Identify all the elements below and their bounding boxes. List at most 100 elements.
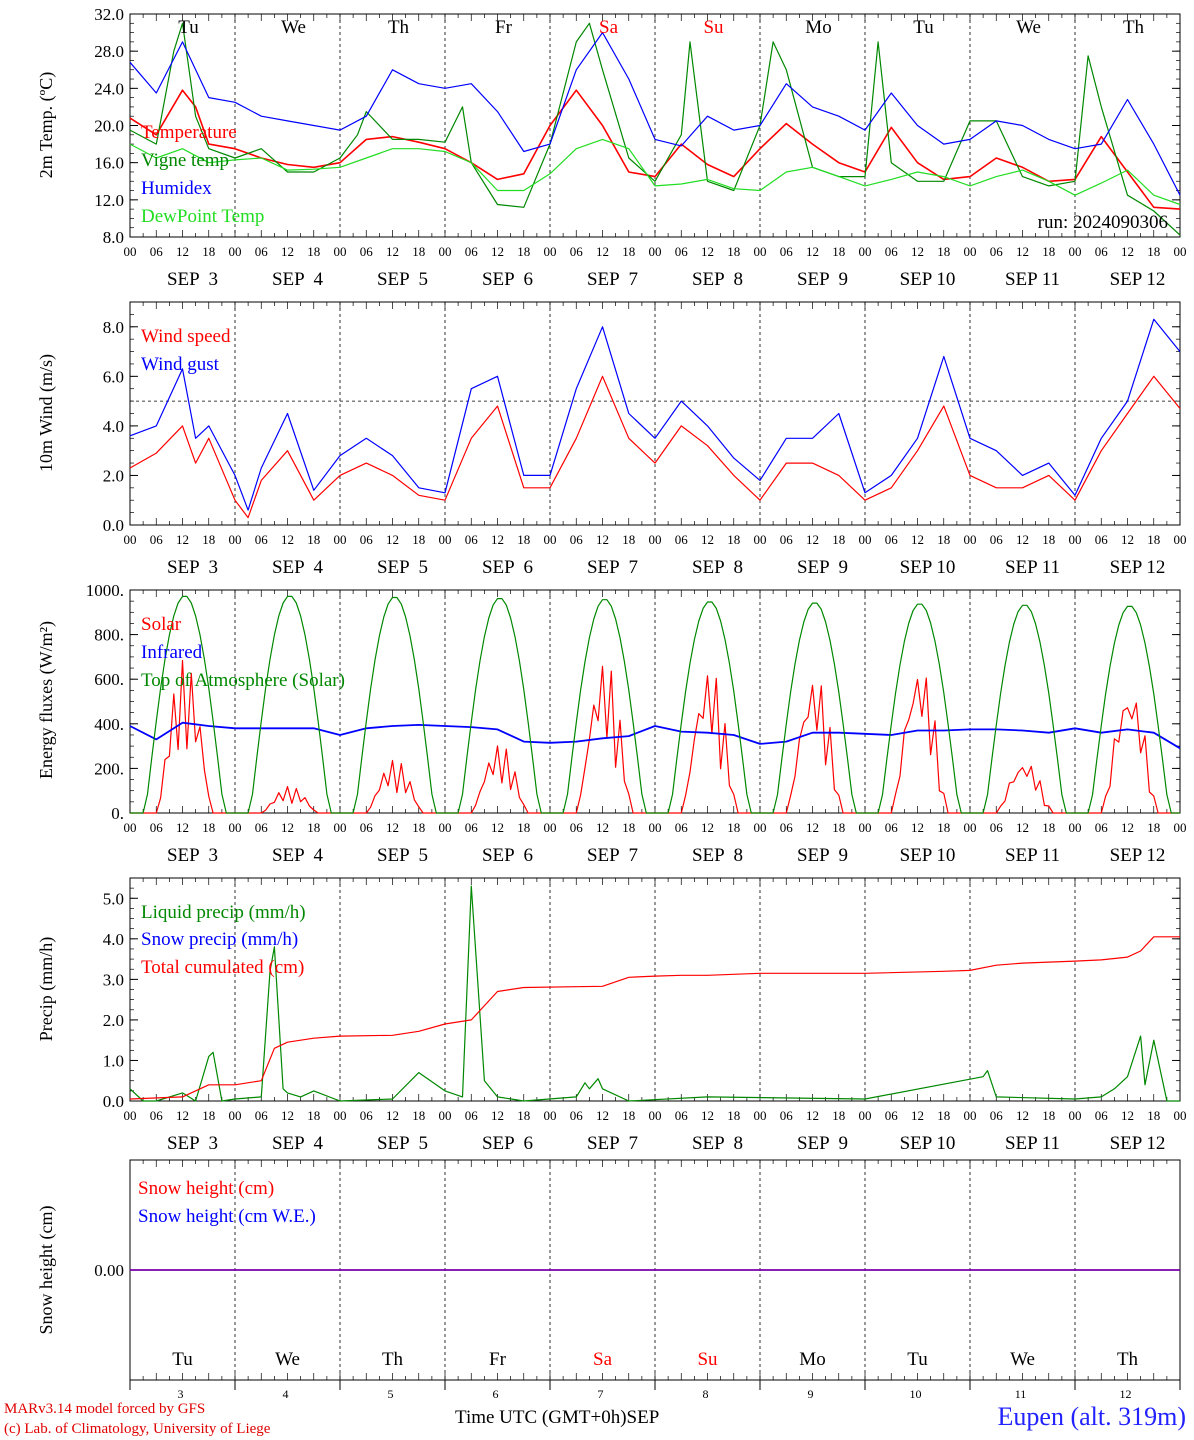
x-hour-label: 18 bbox=[622, 820, 635, 835]
x-hour-label: 00 bbox=[1174, 532, 1187, 547]
x-hour-label: 12 bbox=[281, 244, 294, 259]
x-date-label: SEP 10 bbox=[900, 557, 956, 578]
x-hour-label: 18 bbox=[727, 244, 740, 259]
series-line bbox=[129, 936, 1180, 1100]
x-hour-label: 06 bbox=[1095, 244, 1109, 259]
legend-entry: Snow height (cm) bbox=[138, 1178, 274, 1199]
x-hour-label: 18 bbox=[307, 820, 320, 835]
x-hour-label: 06 bbox=[570, 244, 584, 259]
legend-entry: Snow height (cm W.E.) bbox=[138, 1206, 316, 1227]
x-hour-label: 18 bbox=[517, 532, 530, 547]
x-hour-label: 00 bbox=[229, 1108, 242, 1123]
x-hour-label: 12 bbox=[701, 820, 714, 835]
y-tick-label: 0.0 bbox=[103, 1092, 124, 1111]
x-hour-label: 18 bbox=[1042, 532, 1055, 547]
x-hour-label: 12 bbox=[596, 532, 609, 547]
day-number: 5 bbox=[388, 1387, 394, 1401]
day-name-bottom: Tu bbox=[907, 1349, 928, 1370]
panel-1: 8.0 12.0 16.0 20.0 24.0 28.0 32.0 2m Temp. (ºC)… bbox=[36, 5, 1187, 290]
y-axis-label: 10m Wind (m/s) bbox=[36, 354, 57, 472]
x-date-label: SEP 5 bbox=[377, 269, 428, 290]
x-hour-label: 00 bbox=[964, 1108, 977, 1123]
series-line bbox=[129, 318, 1181, 511]
x-hour-label: 00 bbox=[649, 1108, 662, 1123]
x-hour-label: 12 bbox=[806, 532, 819, 547]
x-hour-label: 12 bbox=[491, 532, 504, 547]
x-date-label: SEP 12 bbox=[1110, 269, 1166, 290]
legend-entry: Humidex bbox=[141, 178, 212, 199]
x-hour-label: 00 bbox=[544, 244, 557, 259]
x-date-label: SEP 4 bbox=[272, 845, 324, 866]
x-hour-label: 18 bbox=[412, 532, 425, 547]
y-tick-label: 8.0 bbox=[103, 318, 124, 337]
x-hour-label: 00 bbox=[1174, 244, 1187, 259]
x-date-label: SEP 7 bbox=[587, 1133, 638, 1154]
day-number: 3 bbox=[178, 1387, 184, 1401]
x-date-label: SEP 9 bbox=[797, 269, 848, 290]
x-hour-label: 12 bbox=[1121, 532, 1134, 547]
x-hour-label: 18 bbox=[622, 1108, 635, 1123]
x-hour-label: 06 bbox=[150, 1108, 164, 1123]
x-hour-label: 00 bbox=[754, 244, 767, 259]
x-hour-label: 18 bbox=[832, 1108, 845, 1123]
x-date-label: SEP 10 bbox=[900, 845, 956, 866]
x-hour-label: 12 bbox=[911, 1108, 924, 1123]
x-date-label: SEP 8 bbox=[692, 1133, 743, 1154]
x-hour-label: 00 bbox=[124, 1108, 137, 1123]
x-hour-label: 12 bbox=[281, 1108, 294, 1123]
x-date-label: SEP 9 bbox=[797, 557, 848, 578]
y-tick-label: 5.0 bbox=[103, 889, 124, 908]
x-hour-label: 06 bbox=[150, 244, 164, 259]
x-date-label: SEP 5 bbox=[377, 845, 428, 866]
x-hour-label: 06 bbox=[255, 820, 269, 835]
x-date-label: SEP 11 bbox=[1005, 557, 1060, 578]
legend-entry: Wind speed bbox=[141, 326, 231, 347]
x-hour-label: 00 bbox=[1069, 1108, 1082, 1123]
x-hour-label: 06 bbox=[990, 1108, 1004, 1123]
series-line bbox=[129, 375, 1181, 519]
day-name-top: Th bbox=[388, 17, 410, 38]
day-name-bottom: Sa bbox=[593, 1349, 613, 1370]
x-hour-label: 18 bbox=[307, 532, 320, 547]
x-hour-label: 06 bbox=[360, 532, 374, 547]
x-hour-label: 06 bbox=[780, 244, 794, 259]
x-hour-label: 00 bbox=[964, 244, 977, 259]
series-line bbox=[129, 22, 1181, 236]
x-date-label: SEP 8 bbox=[692, 845, 743, 866]
x-date-label: SEP 4 bbox=[272, 1133, 324, 1154]
x-hour-label: 00 bbox=[439, 532, 452, 547]
x-date-label: SEP 12 bbox=[1110, 845, 1166, 866]
x-hour-label: 18 bbox=[937, 820, 950, 835]
x-date-label: SEP 5 bbox=[377, 557, 428, 578]
x-hour-label: 06 bbox=[360, 1108, 374, 1123]
day-name-bottom: Th bbox=[1117, 1349, 1139, 1370]
x-hour-label: 00 bbox=[124, 820, 137, 835]
plot-frame bbox=[129, 589, 1181, 814]
x-hour-label: 06 bbox=[465, 244, 479, 259]
day-number: 6 bbox=[493, 1387, 499, 1401]
x-hour-label: 12 bbox=[1121, 820, 1134, 835]
x-hour-label: 00 bbox=[754, 820, 767, 835]
x-date-label: SEP 4 bbox=[272, 557, 324, 578]
x-hour-label: 00 bbox=[334, 532, 347, 547]
day-number: 8 bbox=[703, 1387, 709, 1401]
x-hour-label: 00 bbox=[544, 532, 557, 547]
y-tick-label: 28.0 bbox=[94, 42, 124, 61]
x-hour-label: 18 bbox=[412, 1108, 425, 1123]
day-name-bottom: Fr bbox=[489, 1349, 507, 1370]
y-tick-label: 32.0 bbox=[94, 5, 124, 24]
day-name-top: We bbox=[281, 17, 306, 38]
x-hour-label: 00 bbox=[1174, 1108, 1187, 1123]
x-hour-label: 06 bbox=[465, 820, 479, 835]
x-hour-label: 06 bbox=[780, 820, 794, 835]
y-tick-label: 4.0 bbox=[103, 930, 124, 949]
y-tick-label: 6.0 bbox=[103, 367, 124, 386]
x-hour-label: 18 bbox=[832, 244, 845, 259]
x-date-label: SEP 8 bbox=[692, 557, 743, 578]
x-hour-label: 00 bbox=[334, 820, 347, 835]
legend-entry: Infrared bbox=[141, 642, 203, 663]
series-line bbox=[129, 885, 1180, 1102]
x-hour-label: 06 bbox=[675, 1108, 689, 1123]
y-tick-label: 20.0 bbox=[94, 117, 124, 136]
